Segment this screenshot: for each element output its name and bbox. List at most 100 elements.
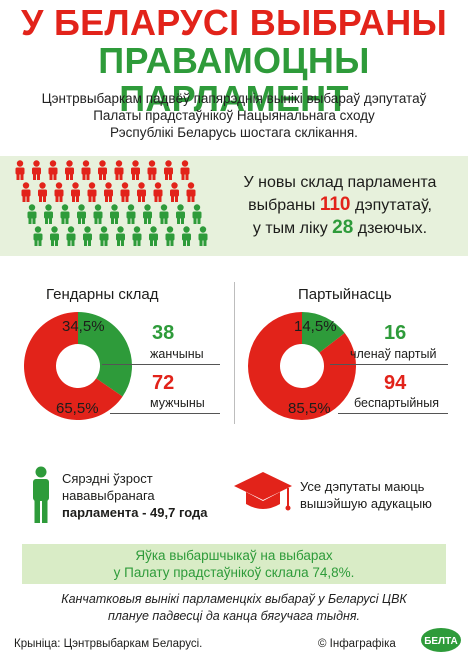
nonpartisan-underline <box>338 413 448 414</box>
deputy-person-icon <box>176 204 185 224</box>
deputy-person-icon <box>87 182 97 202</box>
turnout-line-2: у Палату прадстаўнікоў склала 74,8%. <box>113 565 355 580</box>
deputy-person-icon <box>126 204 136 224</box>
deputy-person-icon <box>44 204 53 224</box>
party-title: Партыйнасць <box>298 286 392 303</box>
belta-logo: БЕЛТА <box>421 628 461 652</box>
deputy-person-icon <box>143 204 152 224</box>
party-members-slice <box>302 312 345 353</box>
deputy-person-icon <box>33 226 43 246</box>
age-line-2: нававыбранага <box>62 488 155 503</box>
deputy-person-icon <box>116 226 125 246</box>
intro-line-2: Палаты прадстаўнікоў Нацыянальнага сходу <box>93 108 375 123</box>
members-label: членаў партый <box>350 347 437 361</box>
person-icon <box>33 466 49 523</box>
deputy-person-icon <box>99 226 109 246</box>
final-note: Канчатковыя вынікі парламенцкіх выбараў … <box>20 591 448 625</box>
deputy-person-icon <box>149 226 158 246</box>
deputy-person-icon <box>132 226 142 246</box>
deputy-person-icon <box>83 226 92 246</box>
source-text: Крыніца: Цэнтрвыбаркам Беларусі. <box>14 638 203 650</box>
deputies-icon-grid <box>15 160 208 246</box>
deputy-person-icon <box>65 160 74 180</box>
education-line-1: Усе дэпутаты маюць <box>300 479 425 494</box>
deputy-person-icon <box>32 160 41 180</box>
deputy-person-icon <box>71 182 80 202</box>
turnout-line-1: Яўка выбаршчыкаў на выбарах <box>135 548 333 563</box>
deputy-person-icon <box>54 182 64 202</box>
deputy-person-icon <box>153 182 163 202</box>
composition-line-3-pre: у тым ліку <box>252 220 328 237</box>
men-pct-label: 65,5% <box>56 400 99 417</box>
men-count: 72 <box>152 372 175 394</box>
age-line-3: парламента - 49,7 года <box>62 505 208 520</box>
composition-line-2-post: дэпутатаў, <box>354 197 432 214</box>
members-count: 16 <box>384 322 407 344</box>
deputy-person-icon <box>21 182 31 202</box>
composition-text: У новы склад парламента выбраны 110 дэпу… <box>222 172 458 240</box>
deputy-person-icon <box>159 204 169 224</box>
graduation-cap-icon <box>234 472 292 511</box>
deputy-person-icon <box>182 226 191 246</box>
deputy-person-icon <box>192 204 202 224</box>
deputy-person-icon <box>93 204 103 224</box>
women-slice <box>78 312 132 397</box>
education-line-2: вышэйшую адукацыю <box>300 496 432 511</box>
party-donut-chart <box>248 312 356 420</box>
nonpartisan-slice <box>248 312 356 420</box>
gender-title: Гендарны склад <box>46 286 159 303</box>
final-note-line-1: Канчатковыя вынікі парламенцкіх выбараў … <box>61 592 407 606</box>
incumbent-deputies: 28 <box>332 217 354 238</box>
men-underline <box>110 413 220 414</box>
composition-line-3: у тым ліку 28 дзеючых. <box>222 217 458 240</box>
intro-line-1: Цэнтрвыбаркам падвёў папярэднія вынікі в… <box>41 91 427 106</box>
nonpartisan-pct-label: 85,5% <box>288 400 331 417</box>
deputy-person-icon <box>180 160 190 180</box>
deputy-person-icon <box>81 160 91 180</box>
deputy-person-icon <box>50 226 59 246</box>
deputy-person-icon <box>60 204 70 224</box>
women-count: 38 <box>152 322 175 344</box>
intro-text: Цэнтрвыбаркам падвёў папярэднія вынікі в… <box>20 90 448 141</box>
education-text: Усе дэпутаты маюць вышэйшую адукацыю <box>300 478 460 512</box>
logo-text: БЕЛТА <box>424 636 458 647</box>
intro-line-3: Рэспублікі Беларусь шостага склікання. <box>110 125 358 140</box>
women-label: жанчыны <box>150 347 204 361</box>
deputy-person-icon <box>66 226 76 246</box>
deputy-person-icon <box>137 182 146 202</box>
deputy-person-icon <box>165 226 175 246</box>
deputy-person-icon <box>15 160 25 180</box>
members-pct-label: 14,5% <box>294 318 337 335</box>
deputy-person-icon <box>114 160 124 180</box>
composition-band <box>0 156 468 256</box>
deputy-person-icon <box>77 204 86 224</box>
deputy-person-icon <box>98 160 107 180</box>
deputy-person-icon <box>27 204 37 224</box>
final-note-line-2: плануе падвесці да канца бягучага тыдня. <box>107 609 361 623</box>
women-pct-label: 34,5% <box>62 318 105 335</box>
members-underline <box>330 364 448 365</box>
age-text: Сярэдні ўзрост нававыбранага парламента … <box>62 470 232 521</box>
deputy-person-icon <box>198 226 208 246</box>
deputy-person-icon <box>120 182 130 202</box>
total-deputies: 110 <box>319 194 351 215</box>
men-slice <box>24 312 123 420</box>
deputy-person-icon <box>131 160 140 180</box>
section-divider <box>234 282 235 424</box>
deputy-person-icon <box>147 160 157 180</box>
deputy-person-icon <box>110 204 119 224</box>
composition-line-2: выбраны 110 дэпутатаў, <box>222 194 458 217</box>
credit-text: © Інфаграфіка <box>318 638 396 650</box>
title-line-1: У БЕЛАРУСІ ВЫБРАНЫ <box>20 2 448 43</box>
deputy-person-icon <box>38 182 47 202</box>
deputy-person-icon <box>164 160 173 180</box>
deputy-person-icon <box>104 182 113 202</box>
deputy-person-icon <box>48 160 58 180</box>
age-line-1: Сярэдні ўзрост <box>62 471 153 486</box>
women-underline <box>102 364 220 365</box>
deputy-person-icon <box>186 182 196 202</box>
title-line-2: ПРАВАМОЦНЫ ПАРЛАМЕНТ <box>98 40 370 119</box>
gender-donut-chart <box>24 312 132 420</box>
composition-line-1: У новы склад парламента <box>243 174 437 191</box>
turnout-box: Яўка выбаршчыкаў на выбарах у Палату пра… <box>22 544 446 584</box>
